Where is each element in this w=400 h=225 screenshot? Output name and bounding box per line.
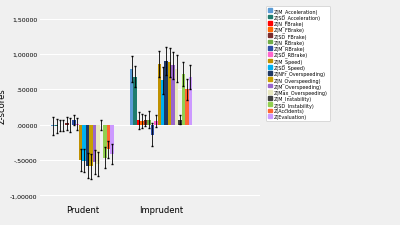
Bar (89, 125, 93, 167)
Bar (55, 125, 58, 126)
Bar (175, 70, 178, 125)
Bar (130, 70, 133, 125)
Bar (82, 125, 86, 161)
Bar (79, 125, 82, 160)
Bar (189, 77, 192, 125)
Y-axis label: Z-scores: Z-scores (0, 88, 7, 124)
Bar (154, 122, 158, 125)
Bar (110, 125, 114, 155)
Bar (144, 121, 147, 125)
Bar (58, 125, 62, 126)
Bar (171, 66, 175, 125)
Bar (65, 124, 69, 125)
Bar (178, 120, 182, 125)
Bar (182, 74, 185, 125)
Legend: Z(M_Acceleration), Z(SD_Acceleration), Z(N_FBrake), Z(M_FBrake), Z(SD_FBrake), Z: Z(M_Acceleration), Z(SD_Acceleration), Z… (266, 7, 330, 121)
Bar (185, 90, 189, 125)
Bar (147, 120, 151, 125)
Bar (76, 124, 79, 125)
Bar (93, 125, 96, 162)
Bar (140, 122, 144, 125)
Bar (164, 62, 168, 125)
Bar (100, 125, 103, 126)
Bar (51, 125, 55, 126)
Bar (72, 121, 76, 125)
Bar (137, 121, 140, 125)
Bar (151, 125, 154, 135)
Bar (62, 125, 65, 126)
Bar (158, 65, 161, 125)
Bar (161, 81, 164, 125)
Bar (107, 125, 110, 150)
Bar (103, 125, 107, 158)
Bar (69, 125, 72, 126)
Bar (168, 63, 171, 125)
Bar (133, 77, 137, 125)
Bar (96, 125, 100, 164)
Bar (86, 125, 89, 166)
